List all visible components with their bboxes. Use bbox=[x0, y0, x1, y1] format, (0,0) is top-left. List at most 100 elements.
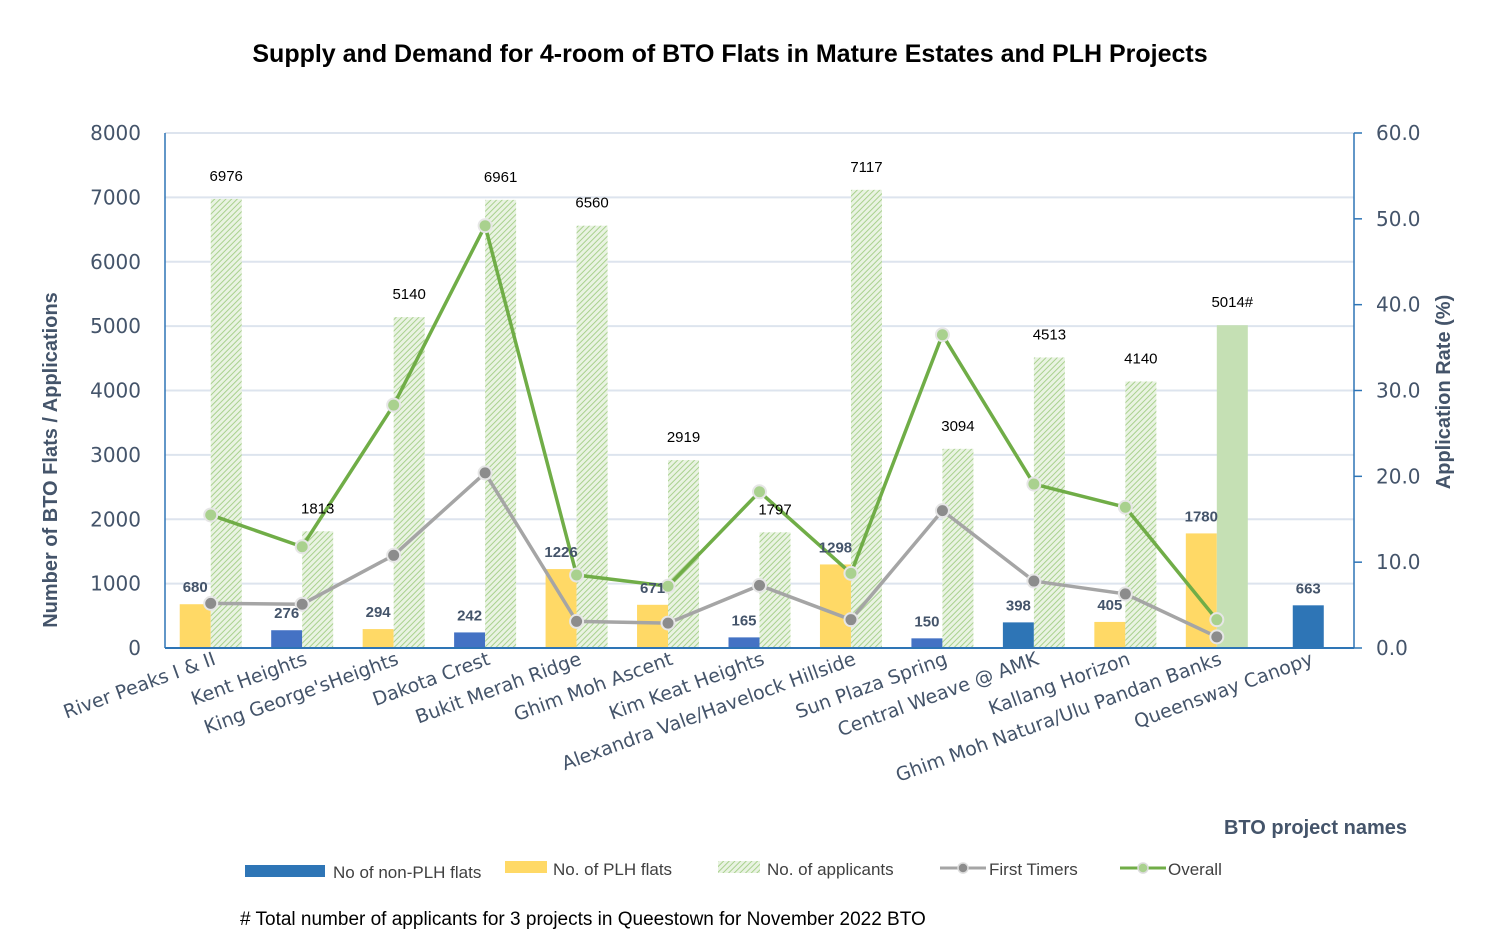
first-timers-marker bbox=[294, 596, 310, 612]
data-label-flats: 680 bbox=[183, 579, 208, 596]
lines bbox=[203, 218, 1225, 645]
legend-label-plh: No. of PLH flats bbox=[553, 860, 672, 879]
data-label-flats: 1226 bbox=[544, 544, 577, 561]
data-label-applicants: 4513 bbox=[1033, 326, 1066, 343]
legend-label-nonplh: No of non-PLH flats bbox=[333, 863, 481, 882]
bar-plh-flats bbox=[362, 629, 394, 648]
axes bbox=[164, 132, 1362, 649]
data-label-applicants: 5014# bbox=[1211, 294, 1253, 311]
data-label-applicants: 7117 bbox=[850, 159, 882, 176]
overall-marker bbox=[843, 565, 859, 581]
y2-tick-label: 10.0 bbox=[1376, 550, 1421, 574]
first-timers-marker bbox=[477, 465, 493, 481]
legend-swatch-plh bbox=[505, 861, 547, 873]
tick-labels: 0 1000 2000 3000 4000 5000 6000 7000 8000 0.0 10.0… bbox=[90, 121, 1420, 660]
legend: No of non-PLH flats No. of PLH flats No.… bbox=[245, 860, 1222, 882]
overall-marker bbox=[1117, 499, 1133, 515]
data-label-applicants: 3094 bbox=[941, 418, 974, 435]
first-timers-marker bbox=[843, 612, 859, 628]
footnote: # Total number of applicants for 3 proje… bbox=[240, 909, 926, 930]
y2-tick-label: 60.0 bbox=[1376, 121, 1421, 145]
bar-applicants bbox=[1216, 325, 1248, 648]
legend-marker-overall bbox=[1137, 862, 1149, 874]
bar-applicants bbox=[942, 448, 974, 648]
first-timers-marker bbox=[386, 547, 402, 563]
first-timers-line bbox=[210, 471, 1218, 639]
bar-applicants bbox=[576, 225, 608, 648]
y-tick-label: 6000 bbox=[90, 250, 141, 274]
y-tick-label: 3000 bbox=[90, 443, 141, 467]
overall-marker bbox=[386, 397, 402, 413]
data-label-flats: 1298 bbox=[819, 539, 852, 556]
bar-nonplh-flats bbox=[911, 638, 943, 648]
data-label-flats: 276 bbox=[274, 605, 299, 622]
y2-tick-label: 0.0 bbox=[1376, 636, 1408, 660]
y-tick-label: 8000 bbox=[90, 121, 141, 145]
data-label-applicants: 2919 bbox=[667, 429, 700, 446]
bar-nonplh-flats bbox=[1292, 605, 1324, 648]
bar-nonplh-flats bbox=[271, 630, 303, 648]
overall-marker bbox=[477, 218, 493, 234]
data-label-applicants: 6976 bbox=[210, 168, 243, 185]
overall-marker bbox=[203, 507, 219, 523]
overall-line bbox=[210, 223, 1219, 621]
bar-nonplh-flats bbox=[454, 632, 486, 648]
legend-label-applicants: No. of applicants bbox=[767, 860, 894, 879]
data-label-flats: 671 bbox=[640, 580, 665, 597]
y-tick-label: 0 bbox=[128, 636, 141, 660]
bar-applicants bbox=[850, 189, 882, 648]
bar-plh-flats bbox=[1094, 621, 1126, 648]
overall-marker bbox=[752, 484, 767, 500]
first-timers-marker bbox=[1117, 586, 1133, 602]
data-label-applicants: 4140 bbox=[1124, 350, 1157, 367]
data-label-flats: 398 bbox=[1006, 597, 1031, 614]
data-label-flats: 663 bbox=[1296, 580, 1321, 597]
overall-marker bbox=[1026, 476, 1042, 492]
data-label-flats: 150 bbox=[914, 613, 939, 630]
y-tick-label: 5000 bbox=[90, 314, 141, 338]
y-tick-label: 7000 bbox=[90, 185, 141, 209]
x-axis-title: BTO project names bbox=[1224, 817, 1407, 839]
data-label-applicants: 1797 bbox=[758, 501, 791, 518]
data-label-flats: 165 bbox=[731, 612, 756, 629]
overall-marker bbox=[294, 539, 310, 555]
y2-axis-title: Application Rate (%) bbox=[1433, 295, 1455, 489]
overall-marker bbox=[1209, 612, 1225, 628]
bar-applicants bbox=[1033, 357, 1065, 648]
legend-marker-first-timers bbox=[957, 862, 969, 874]
first-timers-marker bbox=[660, 615, 676, 631]
data-label-flats: 242 bbox=[457, 607, 482, 624]
y-axis-title: Number of BTO Flats / Applications bbox=[40, 292, 62, 628]
y2-tick-label: 20.0 bbox=[1376, 464, 1421, 488]
data-label-applicants: 5140 bbox=[392, 286, 425, 303]
data-label-flats: 405 bbox=[1097, 597, 1122, 614]
first-timers-marker bbox=[752, 577, 767, 593]
data-label-applicants: 6560 bbox=[575, 195, 608, 212]
legend-label-overall: Overall bbox=[1168, 860, 1222, 879]
legend-swatch-applicants bbox=[718, 861, 760, 873]
first-timers-marker bbox=[1209, 629, 1225, 645]
first-timers-marker bbox=[1026, 573, 1042, 589]
first-timers-marker bbox=[203, 595, 219, 611]
first-timers-marker bbox=[934, 503, 950, 519]
bar-applicants bbox=[210, 198, 242, 649]
bar-applicants bbox=[393, 317, 425, 648]
overall-marker bbox=[934, 327, 950, 343]
overall-marker bbox=[660, 578, 676, 594]
data-labels: 680 6976 276 1813 294 5140 242 6961 1226 6560 671 2… bbox=[183, 159, 1321, 631]
y-tick-label: 2000 bbox=[90, 507, 141, 531]
first-timers-marker bbox=[569, 613, 585, 629]
overall-marker bbox=[569, 567, 585, 583]
bar-applicants bbox=[485, 199, 517, 648]
y-tick-label: 4000 bbox=[90, 379, 141, 403]
legend-label-first-timers: First Timers bbox=[989, 860, 1078, 879]
data-label-applicants: 6961 bbox=[484, 169, 517, 186]
data-label-flats: 1780 bbox=[1185, 508, 1218, 525]
bar-nonplh-flats bbox=[1002, 622, 1034, 648]
legend-swatch-nonplh bbox=[245, 865, 325, 877]
data-label-flats: 294 bbox=[366, 604, 392, 621]
y2-tick-label: 50.0 bbox=[1376, 207, 1421, 231]
y2-tick-label: 40.0 bbox=[1376, 293, 1421, 317]
